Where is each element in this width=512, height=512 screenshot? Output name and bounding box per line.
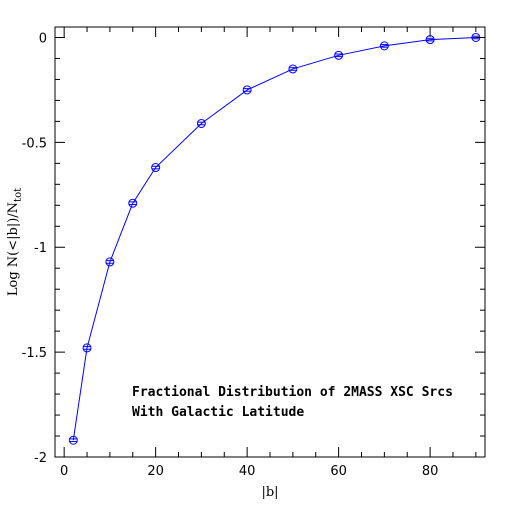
y-axis-title-group: Log N(<|b|)/Ntot bbox=[6, 188, 24, 296]
ticks-layer bbox=[55, 27, 485, 458]
data-point-circle bbox=[334, 50, 344, 60]
y-tick-label: -1 bbox=[34, 241, 47, 256]
x-tick-label: 80 bbox=[422, 464, 439, 479]
data-point bbox=[105, 257, 115, 267]
y-axis-title-main: Log N(<|b|)/N bbox=[6, 202, 21, 296]
data-point bbox=[82, 343, 92, 353]
x-tick-label: 0 bbox=[60, 464, 68, 479]
data-point bbox=[242, 85, 252, 95]
y-tick-label: -2 bbox=[34, 451, 47, 466]
data-point-circle bbox=[288, 64, 298, 74]
data-point bbox=[68, 435, 78, 445]
data-point bbox=[471, 32, 481, 42]
data-point bbox=[379, 41, 389, 51]
tick-labels-layer: 0 20 40 60 80 0 -0.5 -1 -1.5 -2 bbox=[22, 31, 439, 479]
y-tick-label: -1.5 bbox=[22, 346, 47, 361]
x-tick-label: 40 bbox=[239, 464, 256, 479]
data-point-circle bbox=[82, 343, 92, 353]
annotation-line-1: Fractional Distribution of 2MASS XSC Src… bbox=[132, 385, 453, 400]
series-line bbox=[72, 36, 476, 441]
data-point-circle bbox=[68, 435, 78, 445]
data-point bbox=[425, 35, 435, 45]
x-tick-label: 60 bbox=[330, 464, 347, 479]
data-point-circle bbox=[242, 85, 252, 95]
data-point-circle bbox=[128, 198, 138, 208]
x-tick-label: 20 bbox=[147, 464, 164, 479]
annotation-line-2: With Galactic Latitude bbox=[132, 405, 304, 420]
series-layer bbox=[68, 32, 481, 445]
y-axis-title: Log N(<|b|)/Ntot bbox=[6, 188, 24, 296]
data-point-circle bbox=[196, 118, 206, 128]
data-point bbox=[151, 163, 161, 173]
x-axis-title: |b| bbox=[261, 485, 278, 500]
data-point-circle bbox=[151, 163, 161, 173]
data-point-circle bbox=[425, 35, 435, 45]
data-point-circle bbox=[379, 41, 389, 51]
data-point bbox=[128, 198, 138, 208]
data-point bbox=[288, 64, 298, 74]
y-tick-label: -0.5 bbox=[22, 136, 47, 151]
y-axis-title-subscript: tot bbox=[13, 188, 24, 202]
data-point-circle bbox=[471, 32, 481, 42]
data-point bbox=[334, 50, 344, 60]
data-point bbox=[196, 118, 206, 128]
data-point-circle bbox=[105, 257, 115, 267]
y-tick-label: 0 bbox=[39, 31, 47, 46]
